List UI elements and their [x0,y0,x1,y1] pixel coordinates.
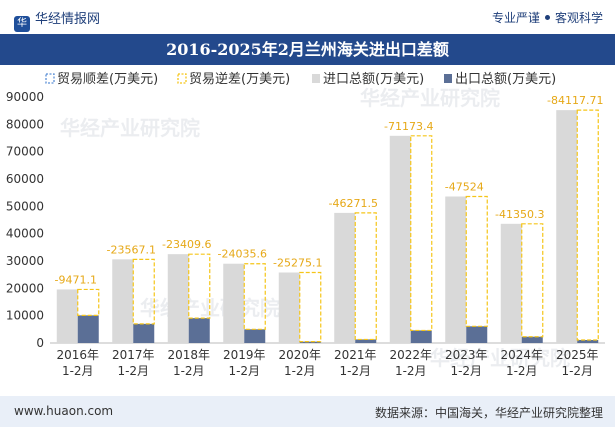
deficit-data-label: -24035.6 [218,248,267,261]
export-bar [299,341,321,343]
x-tick-label: 2018年 [167,348,210,362]
y-tick-label: 20000 [6,281,44,295]
y-tick-label: 10000 [6,309,44,323]
export-bar [188,318,210,343]
y-tick-label: 80000 [6,117,44,131]
import-bar [445,196,467,343]
legend-surplus-swatch [45,73,55,84]
deficit-bar [299,271,322,343]
watermark-text: 华经产业研究院 [430,346,570,370]
legend-export-label: 出口总额(万美元) [455,72,556,87]
footer-site: www.huaon.com [14,404,114,418]
legend-deficit-swatch [177,73,187,84]
deficit-data-label: -41350.3 [495,208,544,221]
x-tick-label: 2019年 [223,348,266,362]
slogan-left: 专业严谨 [491,11,540,25]
export-bar [466,326,488,343]
watermark-text: 华经产业研究院 [60,116,200,140]
chart-title: 2016-2025年2月兰州海关进出口差额 [0,34,615,65]
x-tick-label: 1-2月 [395,364,427,378]
export-bar [521,336,543,343]
import-bar [556,110,578,343]
deficit-bar [77,288,100,316]
dot-icon [544,15,550,20]
y-tick-label: 0 [36,336,44,350]
x-tick-label: 1-2月 [339,364,371,378]
x-tick-label: 1-2月 [284,364,316,378]
slogan-right: 客观科学 [554,11,603,25]
x-tick-label: 2016年 [56,348,99,362]
x-tick-label: 1-2月 [450,364,482,378]
x-tick-label: 2022年 [389,348,432,362]
export-bar [410,330,432,343]
legend-import-label: 进口总额(万美元) [323,72,424,87]
import-bar [167,254,189,343]
deficit-data-label: -47524 [445,180,484,193]
y-tick-label: 30000 [6,254,44,268]
deficit-data-label: -84117.71 [547,94,603,107]
y-tick-label: 70000 [6,145,44,159]
y-tick-label: 50000 [6,199,44,213]
import-bar [500,223,522,343]
export-bar [355,339,377,343]
import-bar [223,263,245,343]
x-tick-label: 1-2月 [561,364,593,378]
deficit-bar [410,135,433,332]
export-bar [577,339,599,343]
brand-logo-icon: 华 [14,16,30,32]
y-tick-label: 40000 [6,227,44,241]
deficit-bar [354,212,377,341]
import-bar [278,272,300,343]
deficit-data-label: -25275.1 [273,256,322,269]
export-bar [133,323,155,343]
deficit-data-label: -46271.5 [329,197,378,210]
slogan: 专业严谨 客观科学 [492,9,603,26]
deficit-bar [576,109,599,341]
legend-surplus-label: 贸易顺差(万美元) [57,72,158,87]
x-tick-label: 2024年 [500,348,543,362]
top-bar: 华华经情报网 专业严谨 客观科学 [0,0,615,34]
x-tick-label: 1-2月 [173,364,205,378]
legend-deficit-label: 贸易逆差(万美元) [189,71,290,87]
deficit-data-label: -71173.4 [384,120,433,133]
legend-import-swatch [312,74,320,83]
deficit-data-label: -9471.1 [55,273,97,286]
x-tick-label: 2025年 [556,348,599,362]
brand: 华华经情报网 [14,8,100,32]
x-tick-label: 1-2月 [62,364,94,378]
y-tick-label: 90000 [6,90,44,104]
x-tick-label: 2021年 [334,348,377,362]
footer-source: 数据来源：中国海关，华经产业研究院整理 [374,406,603,420]
import-bar [112,259,134,343]
deficit-data-label: -23567.1 [107,243,156,256]
x-tick-label: 2023年 [445,348,488,362]
deficit-data-label: -23409.6 [162,238,211,251]
x-tick-label: 1-2月 [228,364,260,378]
export-bar [77,315,99,343]
deficit-bar [132,258,155,325]
import-bar [56,289,78,343]
export-bar [244,329,266,343]
deficit-bar [521,223,544,338]
legend-export-swatch [444,74,452,83]
deficit-bar [243,263,266,330]
import-bar [389,135,411,343]
footer: www.huaon.com 数据来源：中国海关，华经产业研究院整理 [0,396,615,427]
brand-name: 华经情报网 [35,12,101,27]
x-tick-label: 2017年 [112,348,155,362]
x-tick-label: 1-2月 [117,364,149,378]
x-tick-label: 1-2月 [506,364,538,378]
import-bar [334,212,356,343]
deficit-bar [465,195,488,327]
y-tick-label: 60000 [6,172,44,186]
x-tick-label: 2020年 [278,348,321,362]
watermark-text: 华经产业研究院 [360,86,500,110]
